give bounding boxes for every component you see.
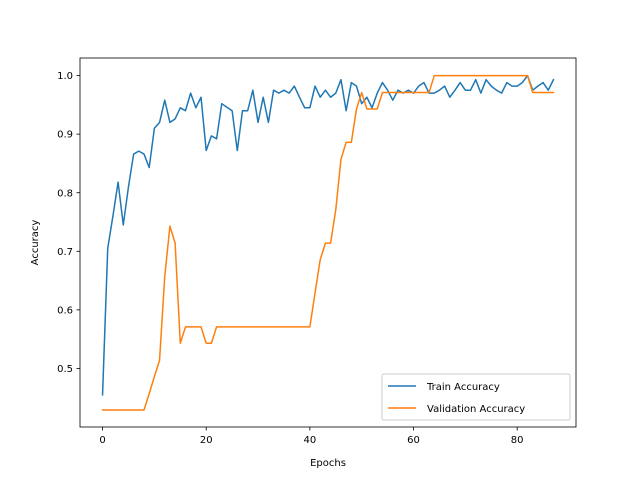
legend-label-train-accuracy: Train Accuracy [426,382,500,393]
series-layer [101,74,555,411]
y-tick-label: 0.9 [57,130,73,141]
x-tick-label: 40 [303,435,316,446]
legend: Train Accuracy Validation Accuracy [381,373,571,421]
y-tick-label: 0.5 [57,364,73,375]
legend-label-validation-accuracy: Validation Accuracy [427,404,525,415]
y-tick-label: 1.0 [57,71,73,82]
series-line-validation-accuracy [101,74,555,411]
y-tick-label: 0.7 [57,247,73,258]
x-tick-label: 60 [407,435,420,446]
x-tick-label: 20 [200,435,213,446]
series-line-train-accuracy [101,74,555,396]
y-tick-label: 0.6 [57,305,73,316]
x-axis-ticks: 0 20 40 60 80 [99,427,524,446]
x-tick-label: 0 [99,435,105,446]
plot-area-frame [79,57,577,428]
legend-box [381,373,571,421]
y-tick-label: 0.8 [57,188,73,199]
y-axis-label: Accuracy [30,220,41,266]
y-axis-ticks: 0.5 0.6 0.7 0.8 0.9 1.0 [57,71,80,375]
x-axis-label: Epochs [310,458,346,469]
x-tick-label: 80 [511,435,524,446]
